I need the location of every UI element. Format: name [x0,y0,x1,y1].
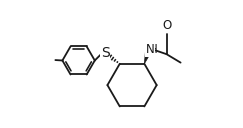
Polygon shape [144,50,151,64]
Text: S: S [101,46,110,60]
Text: O: O [162,19,171,32]
Text: H: H [149,43,158,56]
Text: N: N [146,43,155,56]
